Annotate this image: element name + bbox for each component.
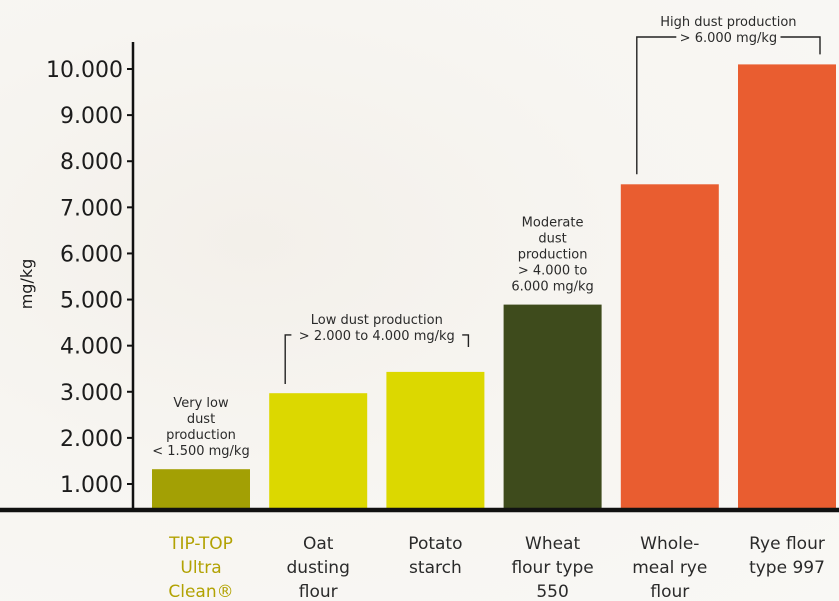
annotation-text: > 4.000 to bbox=[518, 264, 587, 279]
annotation-text: Moderate bbox=[522, 216, 584, 231]
category-label: dusting bbox=[287, 558, 350, 578]
annotation-text: Low dust production bbox=[311, 313, 443, 328]
y-tick-label: 9.000 bbox=[60, 104, 123, 129]
y-tick-label: 8.000 bbox=[60, 150, 123, 175]
category-label: Whole- bbox=[640, 534, 699, 554]
bar-4 bbox=[503, 304, 602, 508]
annotation-bracket bbox=[636, 36, 821, 175]
y-axis-label: mg/kg bbox=[17, 259, 36, 310]
category-label: flour bbox=[650, 582, 689, 601]
annotation-text: High dust production bbox=[660, 15, 796, 30]
y-tick-label: 3.000 bbox=[60, 381, 123, 406]
bar-6 bbox=[738, 64, 836, 509]
annotation-text: > 6.000 mg/kg bbox=[680, 31, 777, 46]
annotation-text: production bbox=[518, 248, 588, 263]
category-label: flour type bbox=[511, 558, 593, 578]
category-label: Wheat bbox=[525, 534, 580, 554]
bar-1 bbox=[152, 469, 250, 508]
bar-3 bbox=[386, 371, 485, 508]
category-label: Oat bbox=[303, 534, 334, 554]
bar-5 bbox=[620, 184, 719, 509]
annotation-text: dust bbox=[538, 232, 566, 247]
y-tick-label: 6.000 bbox=[60, 242, 123, 267]
bar-2 bbox=[269, 393, 368, 508]
category-label: Clean® bbox=[168, 582, 233, 601]
category-label: Potato bbox=[408, 534, 462, 554]
annotation-text: dust bbox=[187, 412, 215, 427]
y-tick-label: 5.000 bbox=[60, 289, 123, 314]
category-label: Rye flour bbox=[749, 534, 825, 554]
annotation-text: > 2.000 to 4.000 mg/kg bbox=[299, 329, 455, 344]
category-label: meal rye bbox=[632, 558, 707, 578]
y-tick-label: 1.000 bbox=[60, 473, 123, 498]
category-label: flour bbox=[299, 582, 338, 601]
annotation-text: Very low bbox=[173, 396, 229, 411]
y-tick-label: 2.000 bbox=[60, 427, 123, 452]
y-tick-label: 10.000 bbox=[46, 58, 123, 83]
category-label: type 997 bbox=[749, 558, 825, 578]
category-label: 550 bbox=[536, 582, 568, 601]
annotation-text: 6.000 mg/kg bbox=[511, 280, 593, 295]
category-label: starch bbox=[409, 558, 462, 578]
annotation-text: < 1.500 mg/kg bbox=[152, 444, 249, 459]
category-label: TIP-TOP bbox=[168, 534, 233, 554]
annotation-text: production bbox=[166, 428, 236, 443]
y-tick-label: 7.000 bbox=[60, 196, 123, 221]
annotation-bracket bbox=[284, 334, 470, 384]
y-tick-label: 4.000 bbox=[60, 335, 123, 360]
category-label: Ultra bbox=[180, 558, 221, 578]
